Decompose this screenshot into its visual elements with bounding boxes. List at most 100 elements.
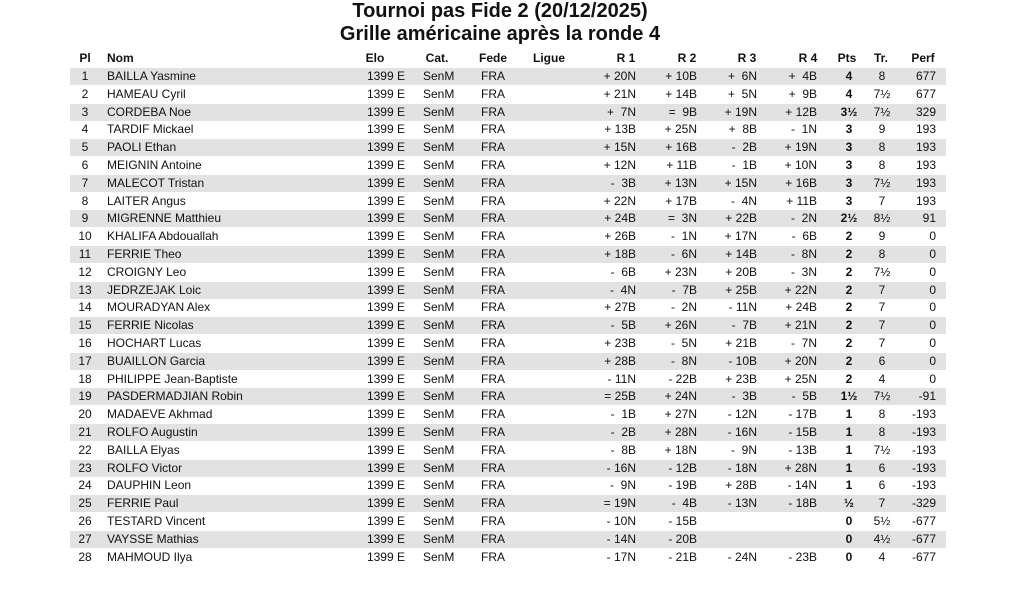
table-cell: SenM xyxy=(423,104,455,119)
table-cell: 3 xyxy=(845,122,853,137)
column-header: Ligue xyxy=(533,51,565,65)
table-cell: - 18N xyxy=(727,460,757,475)
table-cell: 0 xyxy=(929,336,936,350)
table-cell: - 4N xyxy=(730,193,757,208)
table-cell: BUAILLON Garcia xyxy=(107,353,206,368)
table-cell: 9 xyxy=(81,211,89,226)
column-header: Fede xyxy=(478,51,507,65)
table-cell: - 5N xyxy=(670,336,697,350)
table-cell: FERRIE Theo xyxy=(107,247,182,261)
table-cell: + 22N xyxy=(784,282,817,297)
table-cell: FRA xyxy=(481,478,505,493)
table-cell: = 3N xyxy=(667,211,697,226)
table-cell: CORDEBA Noe xyxy=(107,104,192,119)
table-cell: 1399 E xyxy=(366,371,405,386)
table-cell: + 21B xyxy=(725,336,757,350)
column-header: Perf xyxy=(911,51,935,65)
table-cell: 1399 E xyxy=(366,104,405,119)
table-cell: FRA xyxy=(481,229,505,244)
table-cell: SenM xyxy=(423,229,455,244)
table-cell: 1399 E xyxy=(366,353,405,368)
table-cell: 1399 E xyxy=(366,122,405,137)
row-stripe xyxy=(70,103,946,121)
table-cell: 8 xyxy=(81,193,89,208)
table-cell: = 9B xyxy=(668,104,697,119)
table-cell: 2 xyxy=(845,282,853,297)
table-cell: ½ xyxy=(843,496,854,511)
table-cell: - 8N xyxy=(670,353,697,368)
table-cell: = 25B xyxy=(604,389,636,404)
table-cell: 7½ xyxy=(873,389,891,404)
table-cell: 1399 E xyxy=(366,86,405,101)
table-cell: 1399 E xyxy=(366,158,405,172)
table-cell: - 17B xyxy=(788,407,817,422)
table-cell: 1 xyxy=(845,460,853,475)
table-cell: + 23B xyxy=(604,336,636,350)
table-cell: - 6B xyxy=(610,264,636,279)
table-cell: 1399 E xyxy=(366,425,405,439)
table-cell: SenM xyxy=(423,86,455,101)
table-cell: -677 xyxy=(911,531,936,546)
table-cell: 1 xyxy=(845,407,853,422)
table-cell: 91 xyxy=(922,211,936,226)
table-cell: 4 xyxy=(845,69,853,83)
table-cell: SenM xyxy=(423,300,455,315)
table-cell: + 17B xyxy=(665,193,697,208)
table-cell: FERRIE Nicolas xyxy=(107,318,194,333)
table-cell: + 20B xyxy=(725,264,757,279)
table-cell: - 11N xyxy=(728,300,757,315)
table-cell: + 25B xyxy=(725,282,757,297)
table-cell: - 8B xyxy=(610,442,636,457)
table-cell: + 22N xyxy=(603,193,636,208)
table-cell: 5 xyxy=(81,140,89,155)
table-cell: 677 xyxy=(915,69,936,83)
table-cell: 1399 E xyxy=(366,318,405,333)
table-cell: - 2B xyxy=(731,140,757,155)
table-cell: 2 xyxy=(845,353,853,368)
table-cell: BAILLA Yasmine xyxy=(107,69,196,83)
row-stripe xyxy=(70,424,946,441)
table-cell: 2 xyxy=(81,86,89,101)
table-cell: 16 xyxy=(78,336,92,350)
table-cell: 7½ xyxy=(873,86,891,101)
table-cell: 1399 E xyxy=(366,282,405,297)
row-stripe xyxy=(70,246,946,263)
table-cell: 3 xyxy=(845,158,853,172)
table-cell: 2 xyxy=(845,371,853,386)
table-cell: LAITER Angus xyxy=(107,193,186,208)
table-cell: 22 xyxy=(78,442,92,457)
title: Tournoi pas Fide 2 (20/12/2025) xyxy=(352,0,648,22)
table-cell: - 3B xyxy=(731,389,757,404)
table-cell: -193 xyxy=(911,425,936,439)
table-cell: SenM xyxy=(423,389,455,404)
table-cell: 19 xyxy=(78,389,92,404)
table-cell: 1 xyxy=(845,425,853,439)
table-cell: 4½ xyxy=(873,531,891,546)
table-cell: FRA xyxy=(481,353,505,368)
table-cell: 1399 E xyxy=(366,229,405,244)
table-cell: 14 xyxy=(78,300,92,315)
table-cell: + 11B xyxy=(786,193,817,208)
table-cell: 193 xyxy=(915,158,936,172)
table-cell: 7 xyxy=(878,496,886,511)
table-cell: -193 xyxy=(911,478,936,493)
column-header: R 1 xyxy=(616,51,636,65)
table-cell: 21 xyxy=(78,425,92,439)
table-cell: VAYSSE Mathias xyxy=(107,531,199,546)
table-cell: 11 xyxy=(78,247,92,261)
table-cell: - 5B xyxy=(610,318,636,333)
table-cell: - 2N xyxy=(790,211,817,226)
table-cell: 7½ xyxy=(873,175,891,190)
table-cell: FRA xyxy=(481,122,505,137)
table-cell: FRA xyxy=(481,407,505,422)
table-cell: SenM xyxy=(423,175,455,190)
table-cell: BAILLA Elyas xyxy=(107,442,180,457)
table-cell: 8½ xyxy=(873,211,891,226)
table-cell: 28 xyxy=(78,549,92,564)
subtitle: Grille américaine après la ronde 4 xyxy=(339,23,661,45)
table-cell: -193 xyxy=(911,407,936,422)
table-cell: + 14B xyxy=(665,86,697,101)
table-cell: - 1N xyxy=(670,229,697,244)
table-cell: - 3N xyxy=(790,264,817,279)
table-cell: 0 xyxy=(845,531,853,546)
